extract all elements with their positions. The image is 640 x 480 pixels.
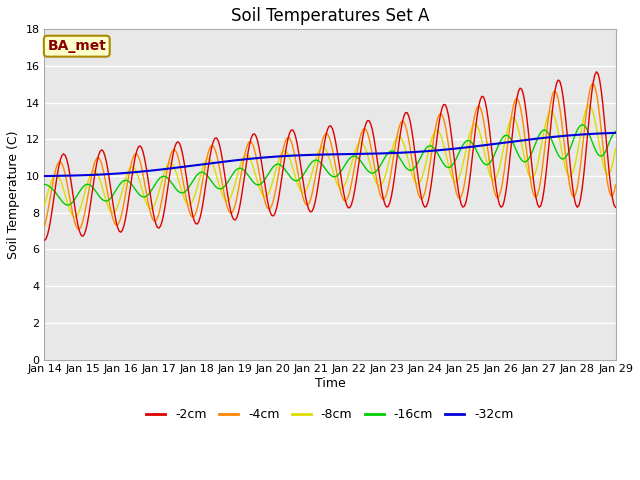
- Text: BA_met: BA_met: [47, 39, 106, 53]
- Title: Soil Temperatures Set A: Soil Temperatures Set A: [231, 7, 429, 25]
- Legend: -2cm, -4cm, -8cm, -16cm, -32cm: -2cm, -4cm, -8cm, -16cm, -32cm: [141, 403, 518, 426]
- Y-axis label: Soil Temperature (C): Soil Temperature (C): [7, 130, 20, 259]
- X-axis label: Time: Time: [315, 377, 346, 390]
